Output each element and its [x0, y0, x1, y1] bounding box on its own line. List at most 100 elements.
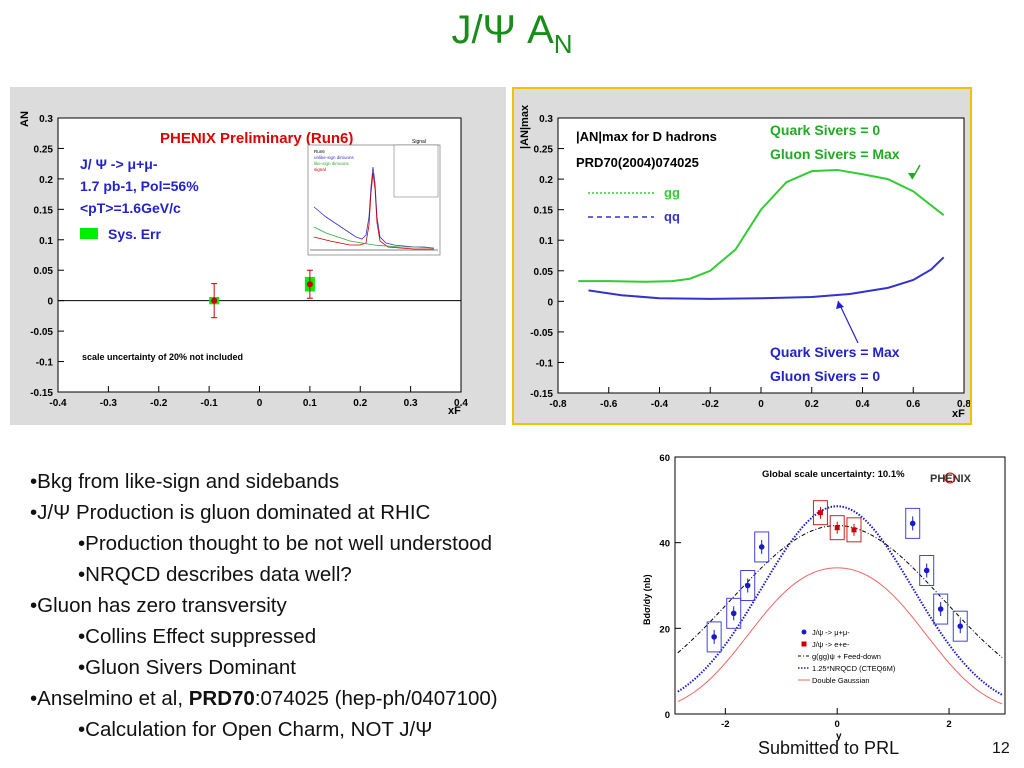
mumu-data-point [744, 582, 751, 589]
x-tick-label: 0.2 [353, 398, 367, 409]
legend-qq: qq [664, 209, 680, 224]
right-ylabel: |AN|max [519, 104, 531, 149]
left-legend-line-1: J/ Ψ -> μ+μ- [80, 156, 158, 172]
right-ref-line-1: |AN|max for D hadrons [576, 129, 717, 144]
bullet-4: •NRQCD describes data well? [78, 563, 352, 586]
mumu-data-point [730, 610, 737, 617]
mumu-data-point [957, 623, 964, 629]
y-tick-label: -0.1 [536, 358, 554, 369]
mumu-sys-box [706, 621, 722, 653]
bullet-ref: •Anselmino et al, PRD70:074025 (hep-ph/0… [30, 687, 498, 710]
bullet-list: •Bkg from like-sign and sidebands •J/Ψ P… [30, 466, 620, 745]
ee-sys-box [829, 515, 845, 541]
y-tick-label: 20 [659, 624, 670, 635]
mumu-data-point [758, 544, 765, 550]
footer-note: Submitted to PRL [758, 738, 900, 758]
right-ref-line-2: PRD70(2004)074025 [576, 155, 699, 170]
ee-data-point [851, 527, 857, 533]
bullet-1: •Bkg from like-sign and sidebands [30, 470, 340, 493]
bottom-legend: J/ψ -> μ+μ- J/ψ -> e+e- g(gg)ψ + Feed-do… [798, 628, 896, 685]
y-tick-label: 0.25 [534, 145, 554, 156]
inset-legend-2: unlike-sign dimuons [314, 155, 355, 160]
annot-bottom-line-2: Gluon Sivers = 0 [770, 368, 880, 384]
legend-nrqcd: 1.25*NRQCD (CTEQ6M) [812, 664, 896, 673]
left-chart: -0.4 -0.3 -0.2 -0.1 0 0.1 0.2 0.3 0.4 -0.15 -0.1 -0… [19, 111, 468, 417]
an-data-point [211, 297, 218, 304]
x-tick-label: -0.1 [201, 398, 219, 409]
mumu-data-point [711, 634, 717, 640]
y-tick-label: 0 [47, 297, 53, 308]
x-tick-label: 0.3 [404, 398, 418, 409]
x-tick-label: -0.2 [702, 399, 720, 410]
annot-top-arrowhead [908, 173, 916, 179]
y-tick-label: -0.05 [30, 327, 53, 338]
y-tick-label: -0.05 [530, 328, 553, 339]
x-tick-label: 0.4 [454, 398, 468, 409]
y-tick-label: 0.2 [39, 175, 53, 186]
mumu-sys-box [740, 570, 756, 601]
inset-title: Signal [412, 139, 426, 145]
y-tick-label: 60 [659, 453, 670, 464]
ee-sys-box [846, 517, 862, 543]
an-data-point [306, 281, 313, 288]
x-tick-label: 0.1 [303, 398, 317, 409]
y-tick-label: -0.15 [530, 389, 553, 400]
y-tick-label: 0.1 [539, 236, 553, 247]
x-tick-label: -0.2 [150, 398, 168, 409]
page-number: 12 [992, 740, 1010, 757]
x-tick-label: 0.6 [906, 399, 920, 410]
left-legend-line-3: <pT>=1.6GeV/c [80, 200, 181, 216]
y-tick-label: 0.1 [39, 236, 53, 247]
y-tick-label: 0.05 [534, 267, 554, 278]
mumu-data-point [909, 520, 916, 527]
inset-legend-4: signal [314, 167, 326, 172]
ee-data-point [834, 525, 840, 531]
legend-mumu: J/ψ -> μ+μ- [812, 628, 850, 637]
left-chart-panel: -0.4 -0.3 -0.2 -0.1 0 0.1 0.2 0.3 0.4 -0.15 -0.1 -0… [10, 87, 506, 425]
sys-err-swatch [80, 228, 98, 239]
mumu-sys-box [726, 597, 742, 629]
bullet-8: •Calculation for Open Charm, NOT J/Ψ [78, 718, 433, 741]
y-tick-label: 0.2 [539, 175, 553, 186]
y-tick-label: 0 [547, 297, 553, 308]
left-chart-header: PHENIX Preliminary (Run6) [160, 130, 353, 147]
x-tick-label: 0.8 [957, 399, 970, 410]
inset-unlike-curve [313, 166, 435, 249]
ee-data-point [817, 510, 823, 516]
right-xlabel: xF [952, 408, 965, 420]
mumu-sys-box [933, 593, 949, 625]
y-tick-label: -0.15 [30, 388, 53, 399]
right-chart: -0.8 -0.6 -0.4 -0.2 0 0.2 0.4 0.6 0.8 -0.15 -0.1 -0… [519, 104, 971, 420]
left-ylabel: AN [19, 111, 31, 127]
legend-dg: Double Gaussian [812, 676, 870, 685]
bottom-xlabel: y [836, 731, 842, 742]
bottom-plot-frame [674, 456, 1006, 715]
x-tick-label: 0 [758, 399, 764, 410]
nrqcd-curve [677, 505, 1003, 696]
x-tick-label: -0.3 [100, 398, 118, 409]
y-tick-label: 0.3 [539, 114, 553, 125]
annot-bottom-arrow [837, 300, 859, 344]
mumu-sys-box [754, 531, 770, 563]
annot-top-line-2: Gluon Sivers = Max [770, 146, 900, 162]
right-chart-panel: -0.8 -0.6 -0.4 -0.2 0 0.2 0.4 0.6 0.8 -0.15 -0.1 -0… [512, 87, 972, 425]
y-tick-label: 0.3 [39, 114, 53, 125]
signal-inset: Signal Run6 unlike-sign dimuons like-sig… [307, 139, 441, 256]
mumu-sys-box [919, 555, 935, 587]
inset-legend-1: Run6 [314, 149, 325, 154]
bottom-ylabel: Bdσ/dy (nb) [642, 574, 652, 625]
bullet-7: •Gluon Sivers Dominant [78, 656, 296, 679]
x-tick-label: 0.4 [856, 399, 870, 410]
left-scale-note: scale uncertainty of 20% not included [82, 352, 243, 362]
x-tick-label: -0.6 [600, 399, 618, 410]
bullet-2: •J/Ψ Production is gluon dominated at RH… [30, 501, 431, 524]
bullet-6: •Collins Effect suppressed [78, 625, 317, 648]
y-tick-label: 0.25 [34, 144, 54, 155]
x-tick-label: 2 [946, 719, 951, 730]
y-tick-label: 0.05 [34, 266, 54, 277]
x-tick-label: 0 [257, 398, 263, 409]
left-legend-line-2: 1.7 pb-1, Pol=56% [80, 178, 199, 194]
y-tick-label: 0.15 [34, 205, 54, 216]
y-tick-label: 40 [659, 539, 670, 550]
legend-ee-marker [801, 641, 807, 647]
